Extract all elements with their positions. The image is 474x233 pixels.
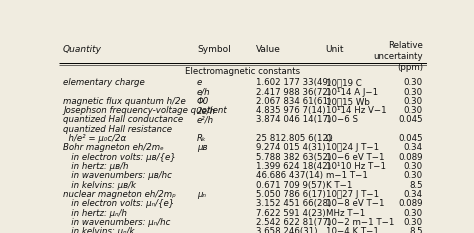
Text: 9.274 015 4(31): 9.274 015 4(31) — [256, 144, 326, 152]
Text: Symbol: Symbol — [197, 45, 231, 54]
Text: elementary charge: elementary charge — [63, 78, 145, 87]
Text: Quantity: Quantity — [63, 45, 102, 54]
Text: 2.542 622 81(77): 2.542 622 81(77) — [256, 218, 331, 227]
Text: Rₖ: Rₖ — [197, 134, 207, 143]
Text: m−1 T−1: m−1 T−1 — [326, 171, 367, 181]
Text: 0.089: 0.089 — [399, 153, 423, 162]
Text: K T−1: K T−1 — [326, 181, 352, 190]
Text: 1.399 624 18(42): 1.399 624 18(42) — [256, 162, 331, 171]
Text: 10¹10 Hz T−1: 10¹10 Hz T−1 — [326, 162, 385, 171]
Text: Bohr magneton eh/2mₑ: Bohr magneton eh/2mₑ — [63, 144, 164, 152]
Text: in electron volts: μₙ/{e}: in electron volts: μₙ/{e} — [63, 199, 174, 209]
Text: 0.045: 0.045 — [398, 116, 423, 124]
Text: 10−2 m−1 T−1: 10−2 m−1 T−1 — [326, 218, 394, 227]
Text: h/e² = μ₀c/2α: h/e² = μ₀c/2α — [63, 134, 126, 143]
Text: 10⁲24 J T−1: 10⁲24 J T−1 — [326, 144, 379, 152]
Text: 10−6 eV T−1: 10−6 eV T−1 — [326, 153, 384, 162]
Text: 10¹14 Hz V−1: 10¹14 Hz V−1 — [326, 106, 386, 115]
Text: MHz T−1: MHz T−1 — [326, 209, 365, 218]
Text: 2.417 988 36(72): 2.417 988 36(72) — [256, 88, 331, 96]
Text: 0.30: 0.30 — [404, 88, 423, 96]
Text: 10⁲19 C: 10⁲19 C — [326, 78, 361, 87]
Text: in kelvins: μₙ/k: in kelvins: μₙ/k — [63, 227, 135, 233]
Text: 10⁲27 J T−1: 10⁲27 J T−1 — [326, 190, 379, 199]
Text: 3.874 046 14(17): 3.874 046 14(17) — [256, 116, 331, 124]
Text: 0.30: 0.30 — [404, 209, 423, 218]
Text: 10¹14 A J−1: 10¹14 A J−1 — [326, 88, 378, 96]
Text: 8.5: 8.5 — [410, 181, 423, 190]
Text: e: e — [197, 78, 202, 87]
Text: in hertz: μₙ/h: in hertz: μₙ/h — [63, 209, 127, 218]
Text: 0.30: 0.30 — [404, 218, 423, 227]
Text: in hertz: μʙ/h: in hertz: μʙ/h — [63, 162, 128, 171]
Text: Josephson frequency-voltage quotient: Josephson frequency-voltage quotient — [63, 106, 227, 115]
Text: 0.30: 0.30 — [404, 162, 423, 171]
Text: μₙ: μₙ — [197, 190, 206, 199]
Text: in electron volts: μʙ/{e}: in electron volts: μʙ/{e} — [63, 153, 176, 162]
Text: 0.30: 0.30 — [404, 78, 423, 87]
Text: 0.30: 0.30 — [404, 106, 423, 115]
Text: 10−6 S: 10−6 S — [326, 116, 357, 124]
Text: 0.34: 0.34 — [404, 144, 423, 152]
Text: quantized Hall conductance: quantized Hall conductance — [63, 116, 183, 124]
Text: 25 812.805 6(12): 25 812.805 6(12) — [256, 134, 331, 143]
Text: 5.788 382 63(52): 5.788 382 63(52) — [256, 153, 331, 162]
Text: 8.5: 8.5 — [410, 227, 423, 233]
Text: 2e/h: 2e/h — [197, 106, 216, 115]
Text: nuclear magneton eh/2mₚ: nuclear magneton eh/2mₚ — [63, 190, 176, 199]
Text: 10−8 eV T−1: 10−8 eV T−1 — [326, 199, 384, 209]
Text: magnetic flux quantum h/2e: magnetic flux quantum h/2e — [63, 97, 186, 106]
Text: 1.602 177 33(49): 1.602 177 33(49) — [256, 78, 331, 87]
Text: in wavenumbers: μₙ/hc: in wavenumbers: μₙ/hc — [63, 218, 170, 227]
Text: e²/h: e²/h — [197, 116, 214, 124]
Text: 0.089: 0.089 — [399, 199, 423, 209]
Text: 4.835 976 7(14): 4.835 976 7(14) — [256, 106, 326, 115]
Text: 2.067 834 61(61): 2.067 834 61(61) — [256, 97, 331, 106]
Text: 3.152 451 66(28): 3.152 451 66(28) — [256, 199, 331, 209]
Text: 0.30: 0.30 — [404, 97, 423, 106]
Text: Φ0: Φ0 — [197, 97, 209, 106]
Text: 0.671 709 9(57): 0.671 709 9(57) — [256, 181, 325, 190]
Text: Electromagnetic constants: Electromagnetic constants — [185, 67, 301, 76]
Text: 0.045: 0.045 — [398, 134, 423, 143]
Text: 46.686 437(14): 46.686 437(14) — [256, 171, 323, 181]
Text: Ω: Ω — [326, 134, 332, 143]
Text: in kelvins: μʙ/k: in kelvins: μʙ/k — [63, 181, 136, 190]
Text: Relative
uncertainty
(ppm): Relative uncertainty (ppm) — [374, 41, 423, 72]
Text: 10−4 K T−1: 10−4 K T−1 — [326, 227, 378, 233]
Text: μʙ: μʙ — [197, 144, 208, 152]
Text: 0.30: 0.30 — [404, 171, 423, 181]
Text: 7.622 591 4(23): 7.622 591 4(23) — [256, 209, 326, 218]
Text: 0.34: 0.34 — [404, 190, 423, 199]
Text: Value: Value — [256, 45, 281, 54]
Text: e/h: e/h — [197, 88, 210, 96]
Text: in wavenumbers: μʙ/hc: in wavenumbers: μʙ/hc — [63, 171, 172, 181]
Text: 10⁲15 Wb: 10⁲15 Wb — [326, 97, 369, 106]
Text: quantized Hall resistance: quantized Hall resistance — [63, 125, 172, 134]
Text: Unit: Unit — [326, 45, 344, 54]
Text: 5.050 786 6(17): 5.050 786 6(17) — [256, 190, 326, 199]
Text: 3.658 246(31): 3.658 246(31) — [256, 227, 317, 233]
